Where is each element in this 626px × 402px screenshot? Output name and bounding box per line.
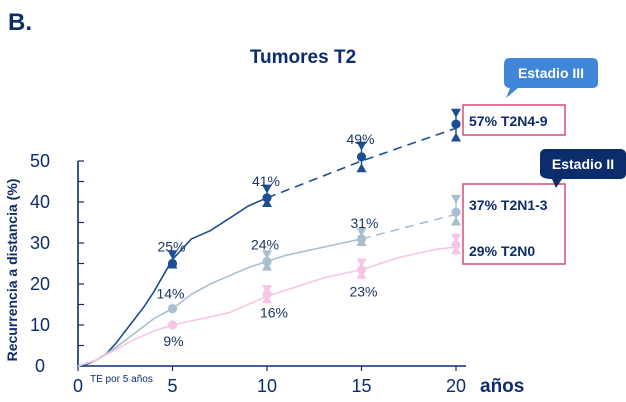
x-axis-note: TE por 5 años: [90, 374, 153, 385]
y-tick-label: 20: [30, 274, 50, 294]
chart-title: Tumores T2: [250, 47, 356, 68]
data-label: 16%: [260, 304, 288, 320]
y-axis-label: Recurrencia a distancia (%): [4, 179, 20, 362]
x-tick-label: 15: [351, 376, 371, 396]
projection-line: [266, 127, 457, 199]
y-tick-label: 50: [30, 151, 50, 171]
error-cap-top: [451, 194, 461, 204]
callout-estadio-ii: [540, 149, 626, 188]
legend-boxes: 57% T2N4-9 37% T2N1-3 29% T2N0: [462, 104, 566, 265]
data-point: [262, 193, 272, 203]
series-t2n1-3: 14% 24% 31%: [77, 194, 461, 367]
error-cap-top: [451, 108, 461, 118]
data-label: 24%: [251, 236, 279, 252]
series-line: [77, 238, 362, 367]
data-point: [167, 304, 178, 314]
error-cap-bottom: [356, 269, 367, 279]
callout-estadio-iii: [504, 58, 598, 98]
data-point: [356, 152, 367, 162]
legend-label: 57% T2N4-9: [469, 113, 548, 129]
legend-label: 29% T2N0: [469, 243, 535, 259]
data-point: [262, 289, 272, 299]
data-point: [451, 240, 461, 250]
y-tick-label: 10: [30, 315, 50, 335]
data-point: [262, 256, 272, 267]
error-cap-bottom: [356, 163, 367, 173]
data-label: 14%: [156, 286, 184, 302]
error-cap-top: [451, 233, 461, 243]
x-axis-label: años: [480, 376, 524, 397]
legend-label: 37% T2N1-3: [469, 197, 548, 213]
data-label: 9%: [163, 333, 183, 349]
panel-label: B.: [8, 9, 32, 36]
error-cap-top: [356, 141, 367, 151]
error-cap-bottom: [262, 294, 272, 304]
error-cap-bottom: [262, 261, 272, 271]
legend-box-stadio-ii: [462, 183, 566, 265]
data-point: [451, 119, 461, 129]
error-cap-top: [167, 250, 178, 260]
error-cap-bottom: [451, 245, 461, 255]
x-tick-label: 20: [446, 376, 466, 396]
error-cap-bottom: [451, 216, 461, 226]
data-label: 25%: [157, 239, 185, 255]
projection-line: [361, 213, 457, 240]
y-tick-label: 0: [35, 356, 45, 376]
callouts: Estadio III Estadio II: [504, 58, 626, 188]
callout-label: Estadio III: [518, 65, 584, 81]
x-tick-label: 0: [73, 376, 83, 396]
callout-label: Estadio II: [552, 156, 614, 172]
error-cap-top: [262, 285, 272, 295]
error-cap-bottom: [262, 198, 272, 208]
data-label: 31%: [350, 215, 378, 231]
error-cap-top: [262, 184, 272, 194]
data-label: 23%: [349, 284, 377, 300]
x-tick-label: 10: [257, 376, 277, 396]
data-point: [356, 265, 367, 275]
error-cap-top: [356, 227, 367, 237]
axes: 0 10 20 30 40 50 0 5 10 15 20: [30, 151, 466, 396]
error-cap-top: [356, 258, 367, 268]
error-cap-top: [262, 250, 272, 260]
series-t2n0: 9% 16% 23%: [77, 233, 461, 367]
series-layer: 25% 41% 49% 14% 24% 31% 9% 16% 23%: [77, 108, 461, 367]
data-label: 49%: [346, 131, 374, 147]
data-point: [167, 258, 178, 269]
data-label: 41%: [252, 173, 280, 189]
y-tick-label: 30: [30, 233, 50, 253]
x-tick-label: 5: [167, 376, 177, 396]
y-tick-label: 40: [30, 192, 50, 212]
data-point: [356, 234, 367, 244]
legend-box-t2n4-9: [462, 104, 566, 136]
data-point: [451, 207, 461, 217]
error-cap-bottom: [451, 132, 461, 142]
data-point: [167, 320, 178, 330]
